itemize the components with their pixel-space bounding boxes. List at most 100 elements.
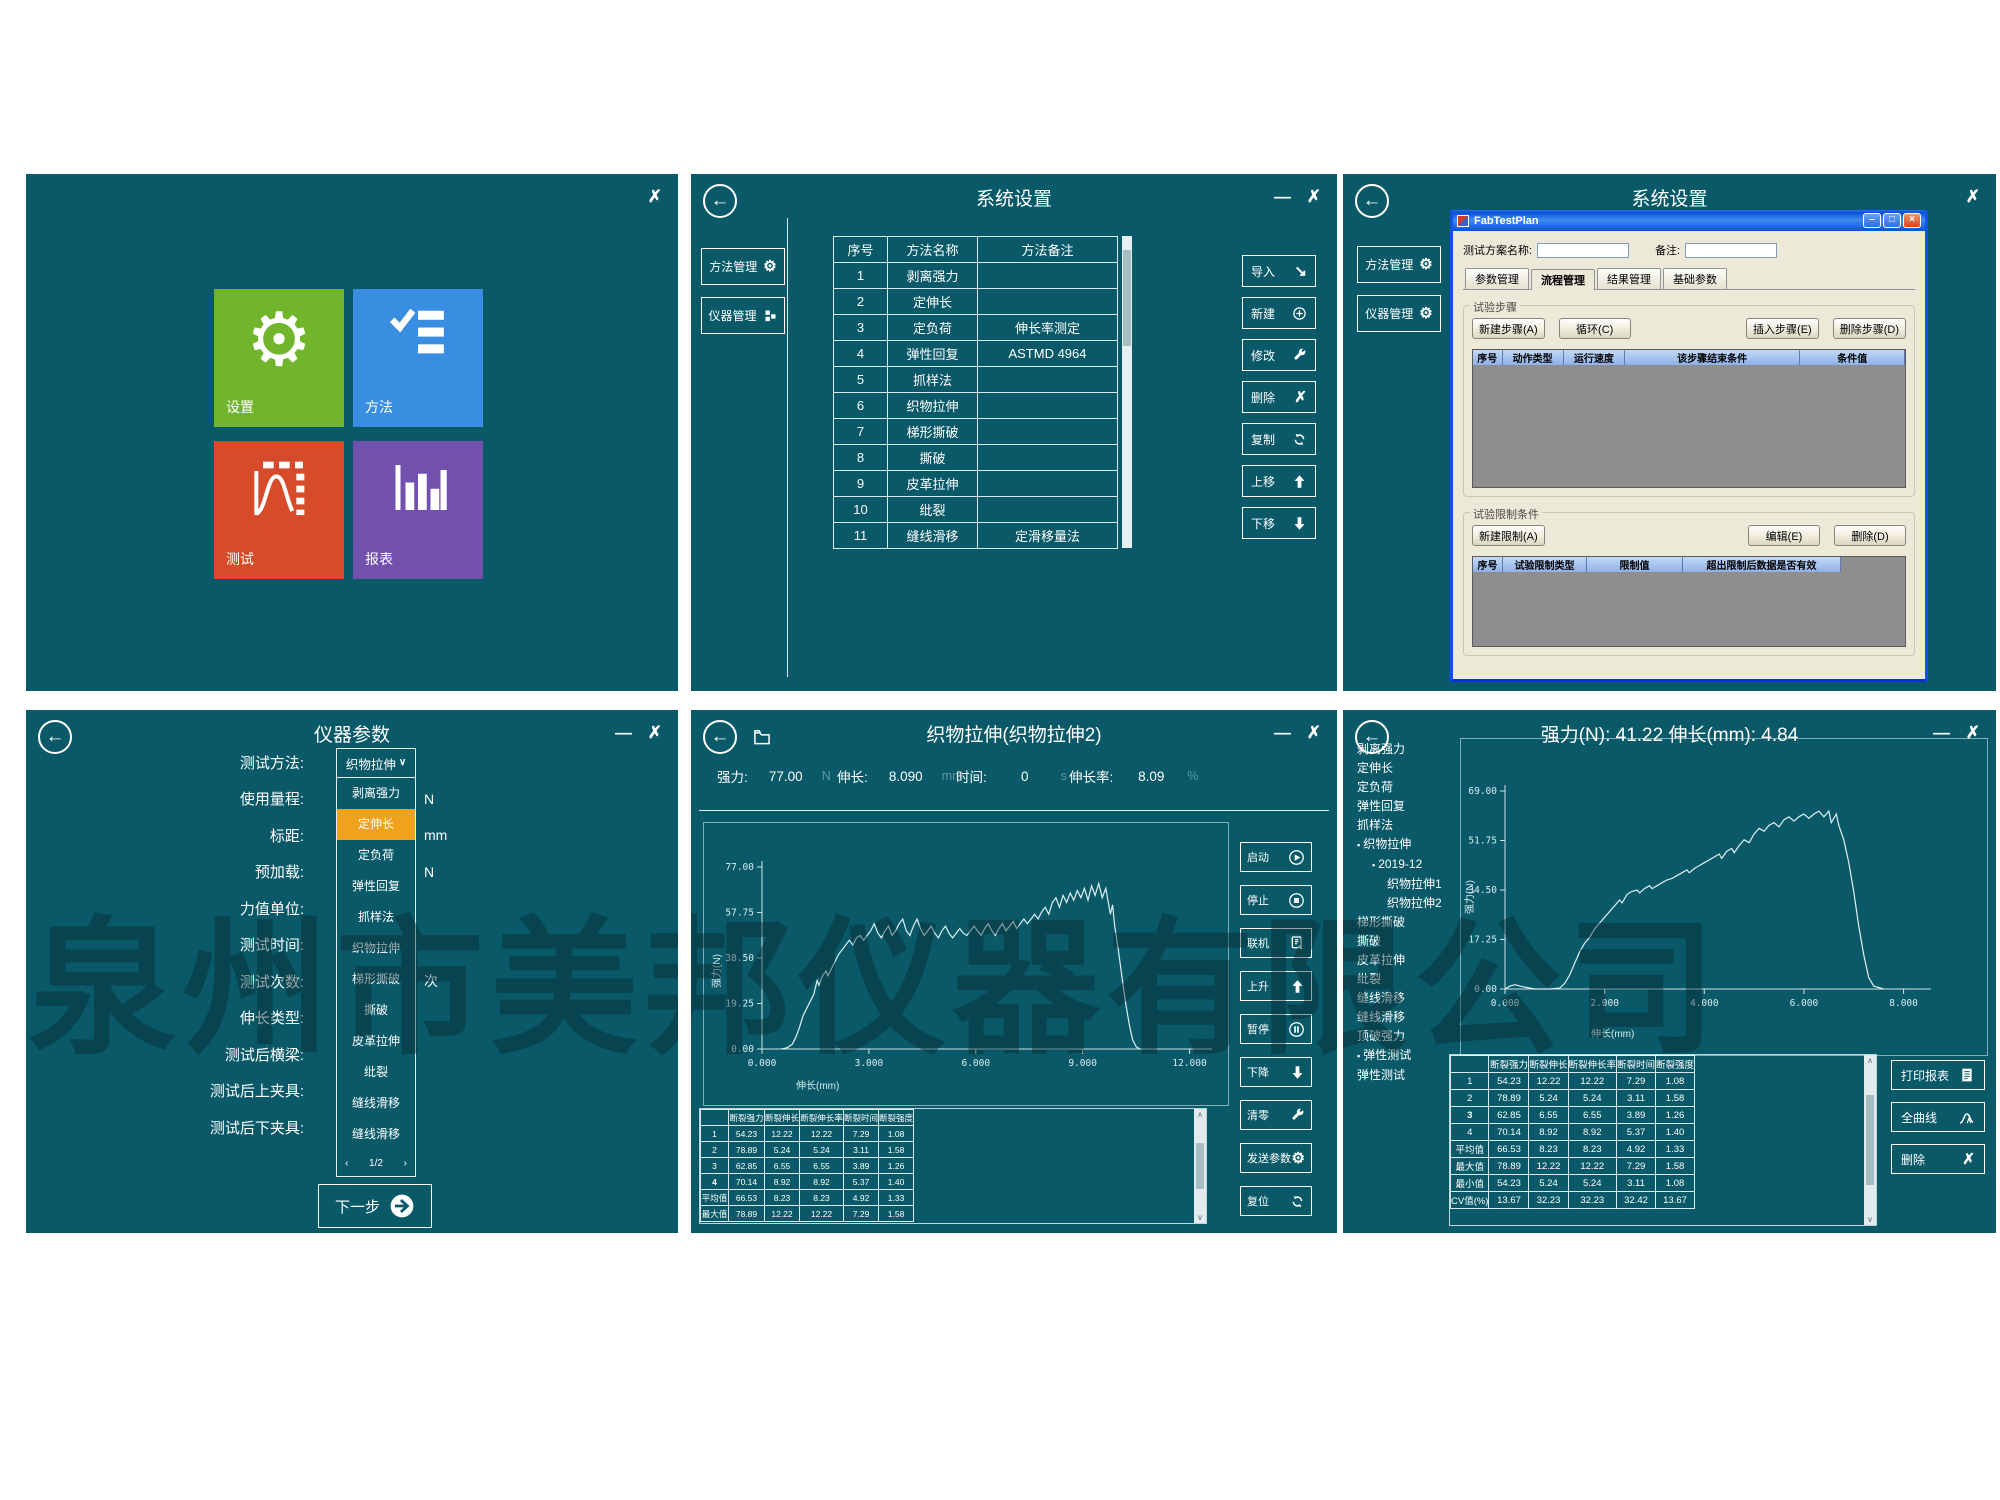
dropdown-item-2[interactable]: 定负荷	[357, 848, 394, 862]
tree-node-14[interactable]: 缝线滑移	[1357, 1010, 1406, 1024]
dropdown-item-4[interactable]: 抓样法	[357, 910, 394, 924]
machine-reset-button[interactable]: 复位	[1240, 1186, 1312, 1216]
back-button[interactable]: ←	[703, 184, 737, 218]
table-row[interactable]: 3 62.85 6.55 6.55 3.89 1.26	[700, 1157, 915, 1174]
tile-settings[interactable]: ⚙ 设置	[214, 289, 344, 427]
tree-node-1[interactable]: 定伸长	[1357, 761, 1394, 775]
open-file-icon[interactable]	[747, 722, 777, 752]
action-modify-button[interactable]: 修改	[1242, 339, 1316, 371]
close-icon[interactable]: ✗	[1965, 723, 1980, 742]
table-row[interactable]: 2 定伸长	[833, 288, 1118, 315]
minimize-icon[interactable]: —	[1933, 723, 1950, 742]
tree-node-15[interactable]: 顶破强力	[1357, 1029, 1406, 1043]
close-icon[interactable]: ✗	[1306, 187, 1321, 206]
page-next-icon[interactable]: ›	[403, 1157, 407, 1169]
machine-connect-button[interactable]: 联机	[1240, 928, 1312, 958]
report-delete-button[interactable]: 删除 ✗	[1891, 1144, 1985, 1174]
dropdown-item-3[interactable]: 弹性回复	[351, 879, 400, 893]
table-row[interactable]: 8 撕破	[833, 444, 1118, 471]
tab-3[interactable]: 基础参数	[1663, 268, 1727, 289]
next-step-button[interactable]: 下一步	[318, 1184, 432, 1228]
machine-raise-button[interactable]: 上升	[1240, 971, 1312, 1001]
dropdown-item-1[interactable]: 定伸长	[337, 809, 415, 840]
dropdown-item-6[interactable]: 梯形撕破	[351, 972, 400, 986]
report-print-report-button[interactable]: 打印报表	[1891, 1060, 1985, 1090]
table-row[interactable]: 最大值 78.89 12.22 12.22 7.29 1.58	[700, 1205, 915, 1222]
tree-node-8[interactable]: 织物拉伸2	[1387, 896, 1442, 910]
tree-node-10[interactable]: 撕破	[1357, 934, 1382, 948]
tree-node-7[interactable]: 织物拉伸1	[1387, 877, 1442, 891]
tree-node-11[interactable]: 皮革拉伸	[1357, 953, 1406, 967]
table-row[interactable]: 4 70.14 8.92 8.92 5.37 1.40	[1449, 1123, 1696, 1141]
dropdown-item-9[interactable]: 纰裂	[363, 1065, 388, 1079]
tree-node-17[interactable]: 弹性测试	[1357, 1068, 1406, 1082]
dialog-new-step-button[interactable]: 新建步骤(A)	[1472, 318, 1545, 339]
tree-node-4[interactable]: 抓样法	[1357, 818, 1394, 832]
close-icon[interactable]: ✗	[1965, 187, 1980, 206]
dialog-new-limit-button[interactable]: 新建限制(A)	[1472, 525, 1545, 546]
dialog-close-button[interactable]: ×	[1903, 213, 1921, 228]
side-method-management-button[interactable]: 方法管理 ⚙	[701, 248, 785, 285]
machine-zero-button[interactable]: 清零	[1240, 1100, 1312, 1130]
dropdown-item-7[interactable]: 撕破	[363, 1003, 388, 1017]
table-scrollbar[interactable]: ∧ ∨	[1194, 1109, 1206, 1223]
table-row[interactable]: 4 70.14 8.92 8.92 5.37 1.40	[700, 1173, 915, 1190]
report-full-curve-button[interactable]: 全曲线	[1891, 1102, 1985, 1132]
table-row[interactable]: 2 78.89 5.24 5.24 3.11 1.58	[1449, 1089, 1696, 1107]
table-row[interactable]: CV值(%) 13.67 32.23 32.23 32.42 13.67	[1449, 1191, 1696, 1209]
table-row[interactable]: 6 织物拉伸	[833, 392, 1118, 419]
machine-pause-button[interactable]: 暂停	[1240, 1014, 1312, 1044]
table-row[interactable]: 7 梯形撕破	[833, 418, 1118, 445]
tree-node-16[interactable]: ▪ 弹性测试	[1357, 1048, 1412, 1062]
action-move-down-button[interactable]: 下移	[1242, 507, 1316, 539]
dialog-loop-button[interactable]: 循环(C)	[1558, 318, 1631, 339]
machine-stop-button[interactable]: 停止	[1240, 885, 1312, 915]
table-scrollbar[interactable]: ∧ ∨	[1864, 1055, 1876, 1225]
table-row[interactable]: 1 54.23 12.22 12.22 7.29 1.08	[1449, 1072, 1696, 1090]
back-button[interactable]: ←	[703, 720, 737, 754]
table-row[interactable]: 3 62.85 6.55 6.55 3.89 1.26	[1449, 1106, 1696, 1124]
table-row[interactable]: 5 抓样法	[833, 366, 1118, 393]
dialog-edit-button[interactable]: 编辑(E)	[1748, 525, 1820, 546]
table-row[interactable]: 11 缝线滑移 定滑移量法	[833, 522, 1118, 549]
table-row[interactable]: 平均值 66.53 8.23 8.23 4.92 1.33	[700, 1189, 915, 1206]
table-row[interactable]: 2 78.89 5.24 5.24 3.11 1.58	[700, 1141, 915, 1158]
table-row[interactable]: 9 皮革拉伸	[833, 470, 1118, 497]
remark-input[interactable]	[1685, 242, 1778, 258]
dialog-titlebar[interactable]: FabTestPlan – □ ×	[1453, 210, 1925, 231]
back-button[interactable]: ←	[38, 720, 72, 754]
tile-reports[interactable]: 报表	[353, 441, 483, 579]
close-icon[interactable]: ✗	[647, 187, 662, 206]
tab-1[interactable]: 流程管理	[1531, 269, 1595, 290]
tree-node-9[interactable]: 梯形撕破	[1357, 915, 1406, 929]
minimize-icon[interactable]: —	[615, 723, 632, 742]
dropdown-item-5[interactable]: 织物拉伸	[351, 941, 400, 955]
dropdown-selected[interactable]: 织物拉伸 ∨	[337, 749, 415, 778]
tile-test[interactable]: 测试	[214, 441, 344, 579]
tree-node-12[interactable]: 纰裂	[1357, 972, 1382, 986]
minimize-icon[interactable]: —	[1274, 723, 1291, 742]
action-new-button[interactable]: 新建	[1242, 297, 1316, 329]
dropdown-item-0[interactable]: 剥离强力	[351, 786, 400, 800]
tree-node-3[interactable]: 弹性回复	[1357, 799, 1406, 813]
tile-methods[interactable]: 方法	[353, 289, 483, 427]
table-row[interactable]: 10 纰裂	[833, 496, 1118, 523]
tree-node-5[interactable]: ▪ 织物拉伸	[1357, 837, 1412, 851]
tree-node-6[interactable]: ▪ 2019-12	[1372, 857, 1423, 871]
tree-node-13[interactable]: 缝线滑移	[1357, 991, 1406, 1005]
machine-send-params-button[interactable]: 发送参数 ⚙	[1240, 1143, 1312, 1173]
method-table-scrollbar[interactable]	[1122, 236, 1132, 548]
table-row[interactable]: 1 54.23 12.22 12.22 7.29 1.08	[700, 1125, 915, 1142]
tree-node-2[interactable]: 定负荷	[1357, 780, 1394, 794]
plan-name-input[interactable]	[1537, 242, 1630, 258]
action-move-up-button[interactable]: 上移	[1242, 465, 1316, 497]
back-button[interactable]: ←	[1355, 720, 1389, 754]
action-copy-button[interactable]: 复制	[1242, 423, 1316, 455]
machine-start-button[interactable]: 启动	[1240, 842, 1312, 872]
minimize-icon[interactable]: —	[1274, 187, 1291, 206]
test-method-dropdown[interactable]: 织物拉伸 ∨ 剥离强力 定伸长 定负荷 弹性回复 抓样法 织物拉伸 梯形撕破 撕破 皮革拉伸 纰裂 缝线…	[336, 748, 416, 1177]
dialog-maximize-button[interactable]: □	[1883, 213, 1901, 228]
dialog-delete-button[interactable]: 删除(D)	[1834, 525, 1906, 546]
table-row[interactable]: 最大值 78.89 12.22 12.22 7.29 1.58	[1449, 1157, 1696, 1175]
close-icon[interactable]: ✗	[647, 723, 662, 742]
